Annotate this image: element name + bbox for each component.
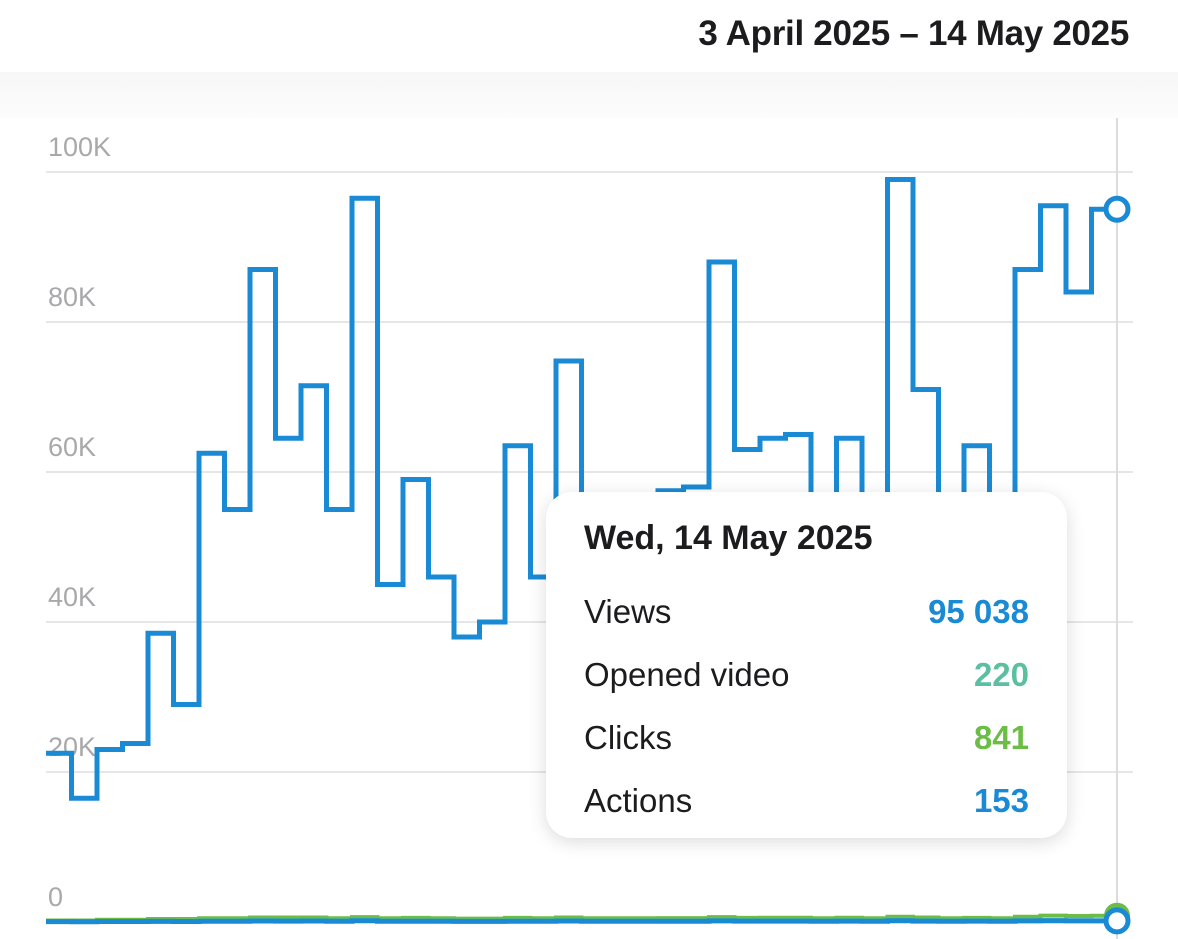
series-line-views (46, 177, 1117, 801)
series-lines (46, 177, 1117, 925)
tooltip-label: Views (584, 592, 672, 630)
hover-tooltip: Wed, 14 May 2025 Views 95 038 Opened vid… (546, 492, 1067, 838)
tooltip-label: Clicks (584, 718, 672, 756)
y-tick-label: 0 (48, 882, 63, 912)
y-tick-label: 60K (48, 432, 96, 462)
tooltip-value: 841 (973, 718, 1029, 756)
tooltip-label: Opened video (584, 655, 790, 693)
y-tick-label: 40K (48, 582, 96, 612)
tooltip-label: Actions (584, 781, 693, 819)
chart-header-band (0, 72, 1178, 118)
marker-actions (1103, 907, 1131, 935)
y-tick-label: 100K (48, 132, 111, 162)
tooltip-date: Wed, 14 May 2025 (584, 519, 873, 557)
tooltip-value: 153 (973, 781, 1029, 819)
date-range-label: 3 April 2025 – 14 May 2025 (698, 14, 1129, 53)
tooltip-value: 95 038 (928, 592, 1029, 630)
y-tick-label: 80K (48, 282, 96, 312)
hover-markers (1103, 195, 1131, 935)
series-line-actions (46, 918, 1117, 925)
tooltip-row-views: Views 95 038 (584, 580, 1029, 643)
tooltip-row-clicks: Clicks 841 (584, 706, 1029, 769)
tooltip-row-actions: Actions 153 (584, 769, 1029, 832)
marker-views (1103, 195, 1131, 223)
tooltip-row-opened-video: Opened video 220 (584, 643, 1029, 706)
series-line-clicks (46, 913, 1117, 923)
tooltip-value: 220 (973, 655, 1029, 693)
